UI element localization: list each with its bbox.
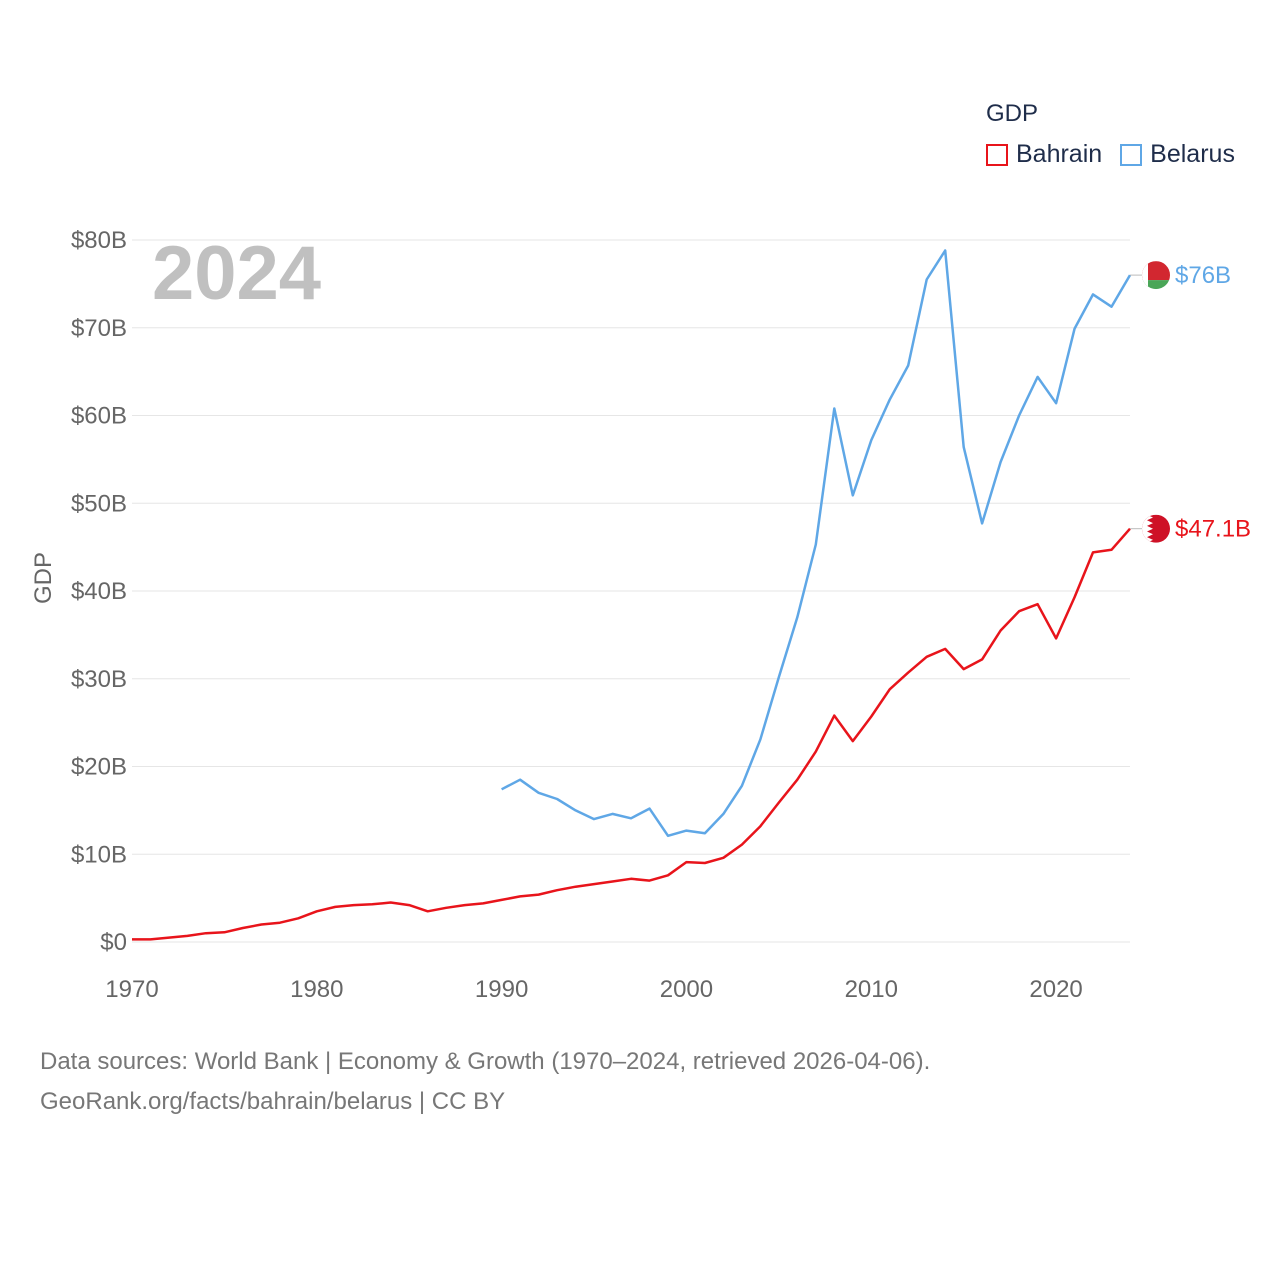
y-tick-labels: $0 $10B $20B $30B $40B $50B $60B $70B $80B bbox=[71, 227, 127, 956]
grid-lines bbox=[132, 239, 1130, 943]
year-label: 2024 bbox=[152, 231, 321, 316]
series-line-bahrain bbox=[132, 527, 1131, 941]
legend-item-bahrain[interactable]: Bahrain bbox=[986, 140, 1102, 169]
x-tick-label: 2000 bbox=[660, 976, 713, 1003]
y-tick-label: $40B bbox=[71, 578, 127, 605]
footer: Data sources: World Bank | Economy & Gro… bbox=[40, 1042, 930, 1122]
y-tick-label: $30B bbox=[71, 666, 127, 693]
series-line-belarus bbox=[501, 249, 1132, 838]
x-tick-label: 1970 bbox=[105, 976, 158, 1003]
footer-sources: Data sources: World Bank | Economy & Gro… bbox=[40, 1048, 931, 1075]
legend-label-belarus: Belarus bbox=[1150, 140, 1235, 168]
legend-label-bahrain: Bahrain bbox=[1016, 140, 1103, 168]
end-markers: $47.1B $76B bbox=[1130, 261, 1251, 543]
legend-swatch-belarus bbox=[1120, 143, 1143, 166]
y-tick-label: $10B bbox=[71, 841, 127, 868]
x-tick-label: 1990 bbox=[475, 976, 528, 1003]
y-tick-label: $70B bbox=[71, 315, 127, 342]
legend-title: GDP bbox=[986, 100, 1039, 127]
legend-item-belarus[interactable]: Belarus bbox=[1120, 140, 1235, 169]
x-tick-label: 2020 bbox=[1029, 976, 1082, 1003]
series-lines bbox=[132, 249, 1132, 941]
legend: GDP Bahrain Belarus bbox=[986, 100, 1235, 169]
flag-icon-bahrain bbox=[1142, 514, 1170, 543]
y-tick-label: $80B bbox=[71, 227, 127, 254]
y-tick-label: $50B bbox=[71, 490, 127, 517]
footer-attribution: GeoRank.org/facts/bahrain/belarus | CC B… bbox=[40, 1088, 506, 1115]
legend-swatch-bahrain bbox=[986, 143, 1008, 166]
x-tick-labels: 1970 1980 1990 2000 2010 2020 bbox=[105, 976, 1082, 1003]
y-axis-title: GDP bbox=[30, 552, 57, 604]
x-tick-label: 1980 bbox=[290, 976, 343, 1003]
x-tick-label: 2010 bbox=[845, 976, 898, 1003]
end-value-label-bahrain: $47.1B bbox=[1175, 516, 1251, 543]
y-tick-label: $60B bbox=[71, 403, 127, 430]
end-value-label-belarus: $76B bbox=[1175, 262, 1231, 289]
y-tick-label: $20B bbox=[71, 754, 127, 781]
y-tick-label: $0 bbox=[100, 929, 127, 956]
flag-icon-belarus bbox=[1142, 261, 1170, 290]
